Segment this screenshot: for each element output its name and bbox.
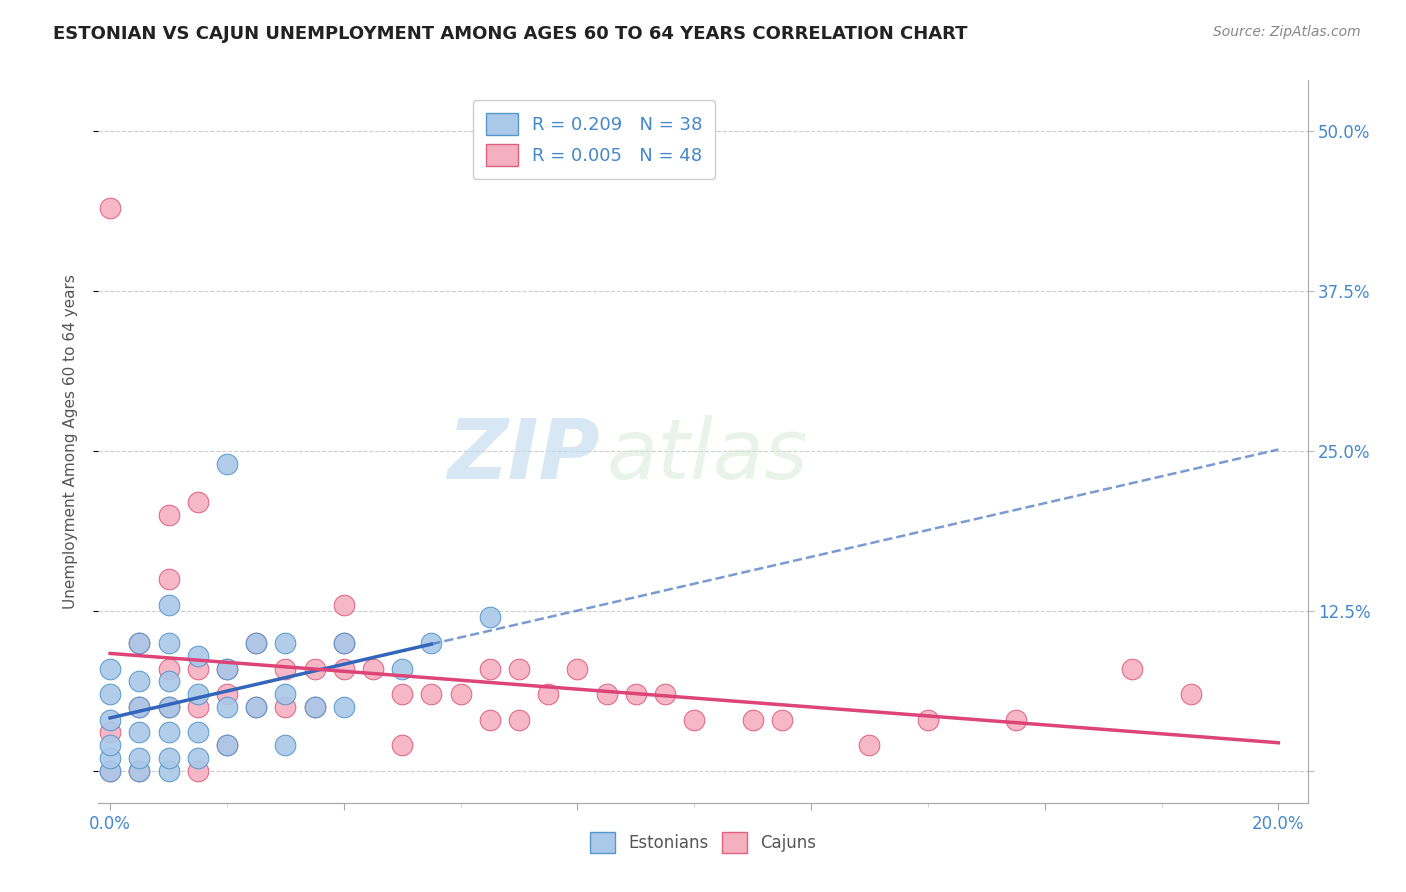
Point [215,661,238,675]
Point [304,661,326,675]
Point [215,699,238,714]
Point [1004,713,1026,727]
Point [157,598,180,612]
Point [128,699,150,714]
Point [215,661,238,675]
Point [304,699,326,714]
Point [187,495,209,509]
Point [595,687,617,701]
Point [741,713,763,727]
Point [187,687,209,701]
Point [187,725,209,739]
Point [332,636,354,650]
Text: atlas: atlas [606,416,808,497]
Point [98,764,121,778]
Y-axis label: Unemployment Among Ages 60 to 64 years: Unemployment Among Ages 60 to 64 years [63,274,77,609]
Point [274,738,297,752]
Point [478,713,501,727]
Point [245,699,267,714]
Point [98,738,121,752]
Point [128,725,150,739]
Point [1180,687,1202,701]
Point [157,661,180,675]
Point [537,687,560,701]
Text: ZIP: ZIP [447,416,600,497]
Point [332,636,354,650]
Point [98,713,121,727]
Point [770,713,793,727]
Point [245,636,267,650]
Point [157,751,180,765]
Point [245,699,267,714]
Point [187,661,209,675]
Text: Source: ZipAtlas.com: Source: ZipAtlas.com [1213,25,1361,39]
Point [332,699,354,714]
Point [215,738,238,752]
Point [567,661,589,675]
Point [128,674,150,689]
Point [128,764,150,778]
Point [187,648,209,663]
Point [128,764,150,778]
Point [332,661,354,675]
Point [128,636,150,650]
Point [98,764,121,778]
Point [478,661,501,675]
Point [128,636,150,650]
Point [98,687,121,701]
Point [245,636,267,650]
Point [508,661,530,675]
Point [917,713,939,727]
Point [98,661,121,675]
Legend: Estonians, Cajuns: Estonians, Cajuns [583,826,823,860]
Point [128,751,150,765]
Point [1121,661,1143,675]
Point [361,661,384,675]
Point [274,699,297,714]
Point [157,636,180,650]
Point [157,508,180,522]
Point [157,725,180,739]
Point [215,738,238,752]
Point [391,661,413,675]
Point [332,598,354,612]
Point [274,636,297,650]
Point [450,687,472,701]
Point [187,751,209,765]
Point [420,636,443,650]
Point [274,661,297,675]
Point [858,738,880,752]
Point [187,764,209,778]
Point [187,699,209,714]
Point [157,699,180,714]
Point [157,764,180,778]
Point [98,201,121,215]
Point [683,713,706,727]
Point [98,751,121,765]
Point [508,713,530,727]
Point [128,699,150,714]
Text: ESTONIAN VS CAJUN UNEMPLOYMENT AMONG AGES 60 TO 64 YEARS CORRELATION CHART: ESTONIAN VS CAJUN UNEMPLOYMENT AMONG AGE… [53,25,967,43]
Point [215,457,238,471]
Point [157,572,180,586]
Point [215,687,238,701]
Point [98,725,121,739]
Point [157,674,180,689]
Point [654,687,676,701]
Point [478,610,501,624]
Point [304,699,326,714]
Point [391,687,413,701]
Point [420,687,443,701]
Point [624,687,647,701]
Point [157,699,180,714]
Point [274,687,297,701]
Point [391,738,413,752]
